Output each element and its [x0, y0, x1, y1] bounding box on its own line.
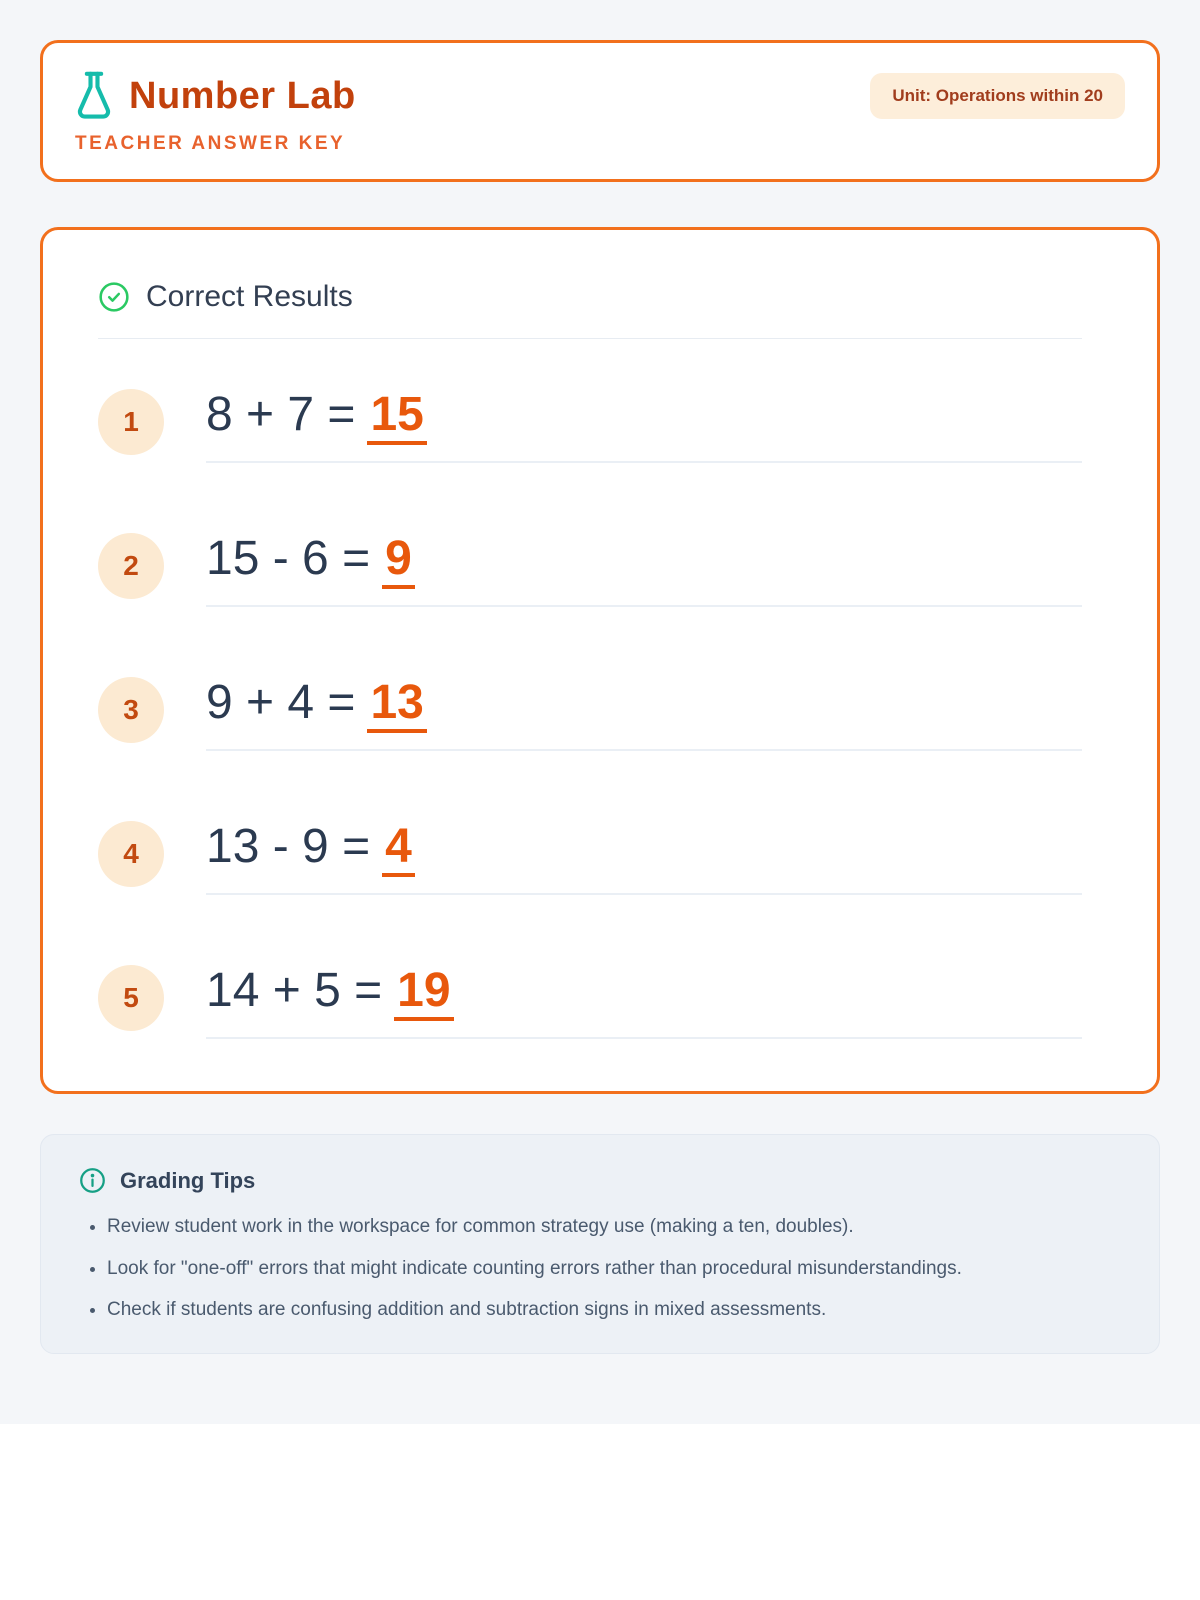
equation-line: 9 + 4 = 13: [206, 676, 1082, 751]
results-heading: Correct Results: [98, 280, 1082, 314]
problem-number-badge: 2: [98, 533, 164, 599]
tips-title: Grading Tips: [120, 1167, 256, 1193]
header-card: Number Lab TEACHER ANSWER KEY Unit: Oper…: [40, 40, 1160, 182]
problem-number-badge: 5: [98, 965, 164, 1031]
answer-value: 19: [394, 967, 454, 1021]
problem-number-badge: 1: [98, 389, 164, 455]
equation-line: 14 + 5 = 19: [206, 964, 1082, 1039]
answer-value: 9: [382, 535, 415, 589]
answer-key-label: TEACHER ANSWER KEY: [75, 133, 346, 154]
results-card: Correct Results 1 8 + 7 = 15 2 15 - 6 = 9 …: [40, 227, 1160, 1094]
check-circle-icon: [98, 281, 130, 313]
grading-tips-card: Grading Tips Review student work in the …: [40, 1134, 1160, 1354]
problem-row-2: 2 15 - 6 = 9: [98, 532, 1082, 607]
tips-heading: Grading Tips: [79, 1167, 1121, 1194]
equation-text: 9 + 4 =: [206, 676, 356, 729]
flask-icon: [75, 69, 113, 123]
problem-number-badge: 4: [98, 821, 164, 887]
equation-line: 13 - 9 = 4: [206, 820, 1082, 895]
problem-row-4: 4 13 - 9 = 4: [98, 820, 1082, 895]
app-title: Number Lab: [129, 74, 356, 117]
header-left: Number Lab TEACHER ANSWER KEY: [75, 69, 356, 155]
tip-item: Review student work in the workspace for…: [107, 1214, 1121, 1240]
tip-item: Look for "one-off" errors that might ind…: [107, 1256, 1121, 1282]
equation-text: 14 + 5 =: [206, 964, 383, 1017]
answer-value: 15: [367, 391, 427, 445]
problem-row-1: 1 8 + 7 = 15: [98, 388, 1082, 463]
problem-row-3: 3 9 + 4 = 13: [98, 676, 1082, 751]
results-title: Correct Results: [146, 280, 353, 313]
answer-value: 4: [382, 823, 415, 877]
info-icon: [79, 1167, 106, 1194]
answer-value: 13: [367, 679, 427, 733]
problem-number-badge: 3: [98, 677, 164, 743]
equation-line: 15 - 6 = 9: [206, 532, 1082, 607]
unit-badge: Unit: Operations within 20: [870, 73, 1125, 119]
tips-list: Review student work in the workspace for…: [79, 1214, 1121, 1323]
equation-text: 15 - 6 =: [206, 532, 371, 585]
equation-text: 8 + 7 =: [206, 388, 356, 441]
heading-divider: [98, 338, 1082, 339]
page: Number Lab TEACHER ANSWER KEY Unit: Oper…: [0, 0, 1200, 1424]
problem-row-5: 5 14 + 5 = 19: [98, 964, 1082, 1039]
tip-item: Check if students are confusing addition…: [107, 1297, 1121, 1323]
equation-line: 8 + 7 = 15: [206, 388, 1082, 463]
equation-text: 13 - 9 =: [206, 820, 371, 873]
title-row: Number Lab: [75, 69, 356, 123]
